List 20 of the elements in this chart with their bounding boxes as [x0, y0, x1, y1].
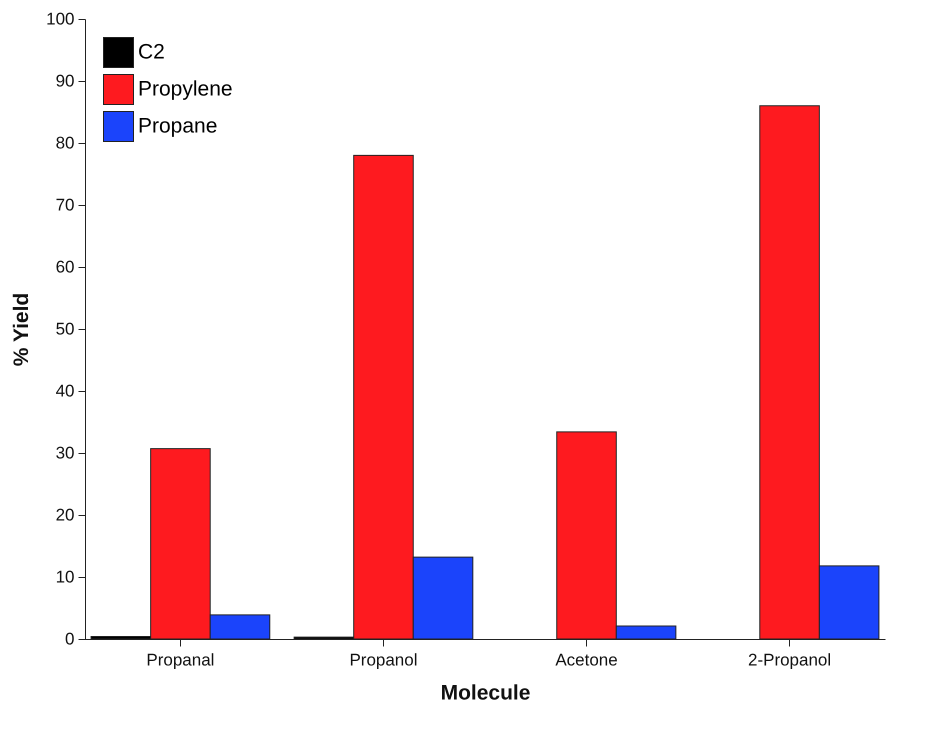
- legend-label: C2: [138, 40, 165, 64]
- legend-label: Propane: [138, 114, 218, 138]
- y-tick-label: 60: [56, 258, 74, 276]
- legend-label: Propylene: [138, 78, 233, 100]
- y-tick-label: 0: [65, 630, 74, 648]
- x-tick-label: Propanal: [146, 650, 214, 670]
- x-tick-label: 2-Propanol: [748, 650, 832, 670]
- x-tick-label: Propanol: [349, 650, 418, 670]
- y-tick-label: 100: [46, 10, 74, 28]
- y-tick-label: 20: [56, 506, 74, 524]
- y-tick-label: 80: [56, 134, 74, 152]
- x-tick-label: Acetone: [555, 650, 618, 670]
- y-tick-label: 10: [56, 568, 74, 586]
- y-axis-title: % Yield: [10, 292, 34, 366]
- y-tick-label: 70: [56, 196, 74, 214]
- y-tick-label: 40: [56, 382, 74, 400]
- x-axis-title: Molecule: [440, 682, 530, 704]
- y-tick-label: 90: [56, 72, 74, 90]
- y-tick-label: 30: [56, 444, 74, 462]
- y-tick-label: 50: [56, 320, 74, 338]
